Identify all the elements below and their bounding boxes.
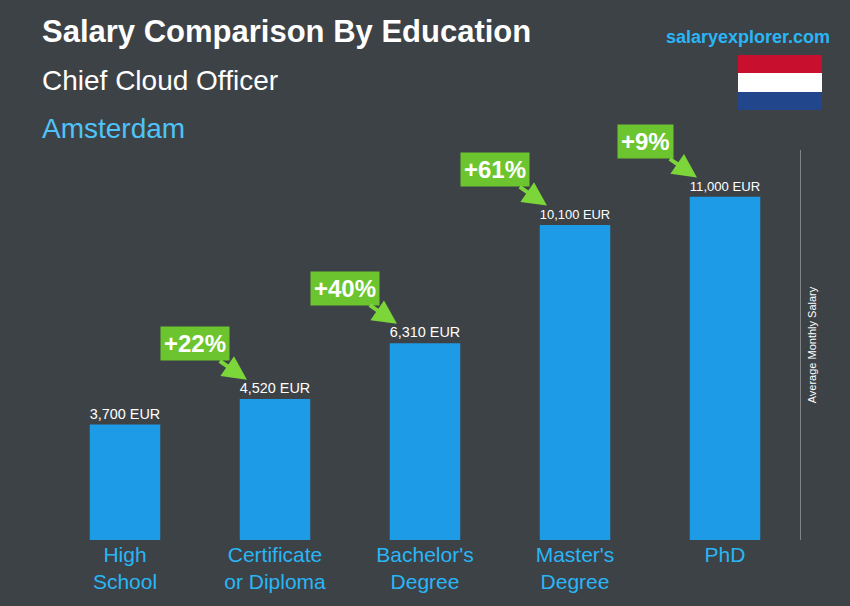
svg-text:HighSchool: HighSchool [93, 543, 157, 593]
svg-text:Salary Comparison By Education: Salary Comparison By Education [42, 14, 531, 49]
svg-text:Bachelor'sDegree: Bachelor'sDegree [376, 543, 473, 593]
svg-text:Chief Cloud Officer: Chief Cloud Officer [42, 65, 278, 96]
svg-text:+9%: +9% [621, 128, 670, 155]
svg-text:6,310 EUR: 6,310 EUR [390, 324, 460, 340]
svg-text:Certificateor Diploma: Certificateor Diploma [224, 543, 326, 593]
svg-text:salaryexplorer.com: salaryexplorer.com [666, 27, 830, 47]
svg-text:+22%: +22% [164, 330, 226, 357]
svg-text:10,100 EUR: 10,100 EUR [540, 207, 610, 222]
svg-text:3,700 EUR: 3,700 EUR [90, 406, 160, 422]
svg-text:Amsterdam: Amsterdam [42, 113, 185, 144]
svg-text:+61%: +61% [464, 156, 526, 183]
svg-text:4,520 EUR: 4,520 EUR [240, 380, 310, 396]
svg-text:Average Monthly Salary: Average Monthly Salary [806, 286, 818, 403]
svg-text:PhD: PhD [705, 543, 746, 566]
svg-text:11,000 EUR: 11,000 EUR [690, 179, 760, 194]
svg-text:+40%: +40% [314, 275, 376, 302]
svg-text:Master'sDegree: Master'sDegree [536, 543, 615, 593]
